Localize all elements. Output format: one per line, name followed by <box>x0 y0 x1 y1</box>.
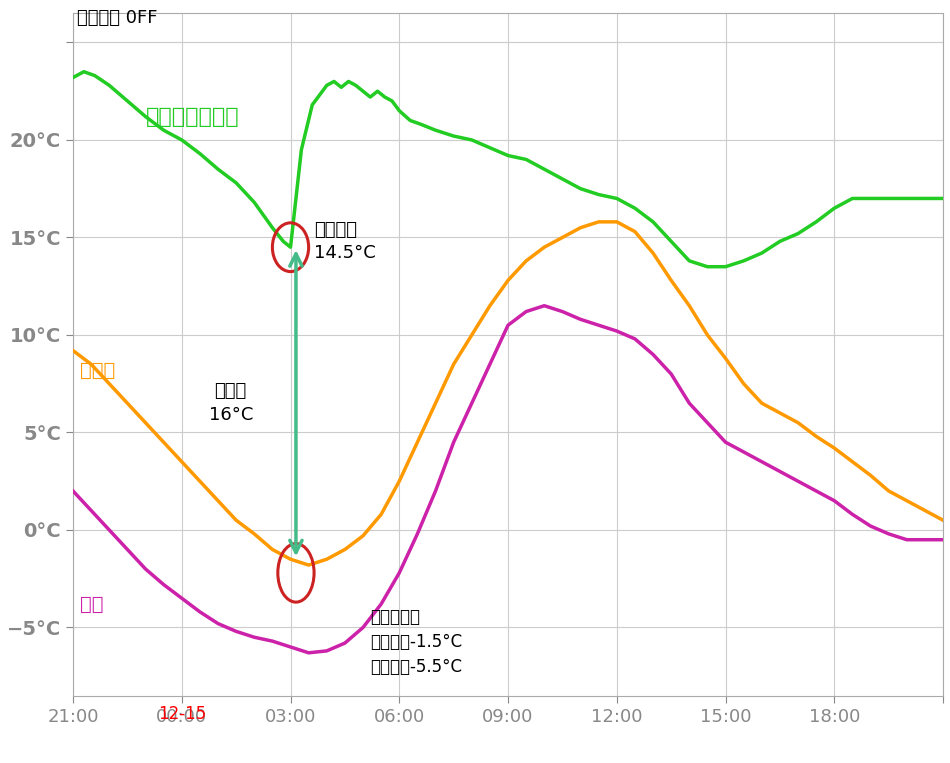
Text: 屋外: 屋外 <box>80 594 104 613</box>
Text: 同じ時間で
無断熱：-1.5°C
屋　外：-5.5°C: 同じ時間で 無断熱：-1.5°C 屋 外：-5.5°C <box>370 608 463 676</box>
Text: 無断熱: 無断熱 <box>80 361 116 379</box>
Text: 断熱リフォーム: 断熱リフォーム <box>145 107 239 127</box>
Text: エアコン 0FF: エアコン 0FF <box>77 9 157 27</box>
Text: 12-15: 12-15 <box>158 706 206 723</box>
Text: 温度差
16°C: 温度差 16°C <box>208 382 253 424</box>
Text: 起きた時
14.5°C: 起きた時 14.5°C <box>314 221 376 262</box>
